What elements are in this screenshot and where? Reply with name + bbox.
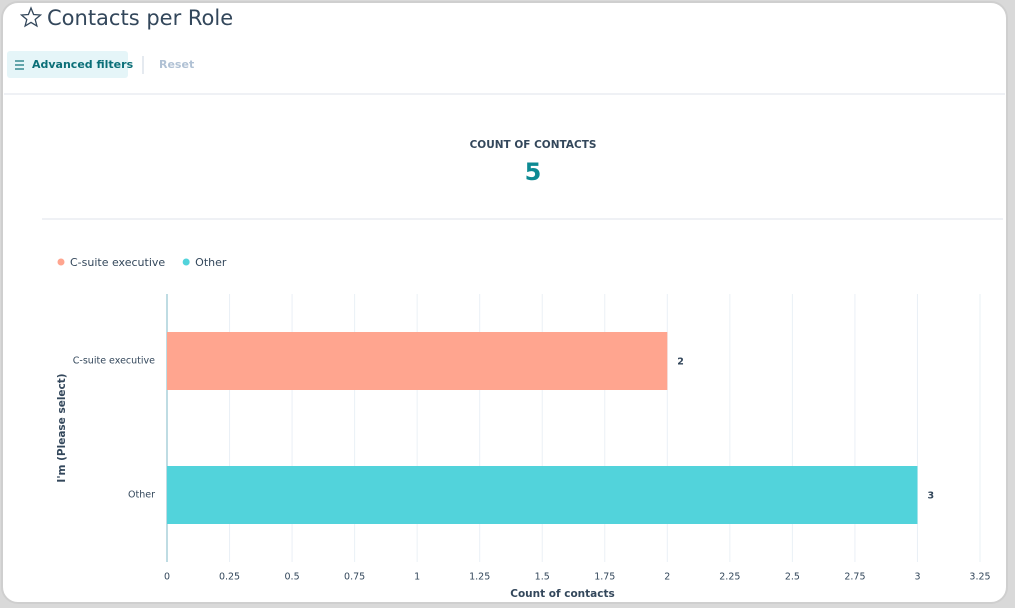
x-tick-label: 3 [914,572,920,583]
filters-button-label: Advanced filters [32,58,134,71]
report-title: Contacts per Role [47,6,233,30]
filters-icon [15,60,24,70]
y-tick-label: C-suite executive [73,356,155,367]
x-tick-label: 1.25 [469,572,490,583]
data-label: 2 [677,357,684,368]
x-tick-label: 3.25 [969,572,990,583]
advanced-filters-button[interactable]: Advanced filters [7,51,134,78]
chart: C-suite executive Other 0 0.25 0.5 0.75 1 1.25 1… [56,256,991,600]
x-tick-label: 2.75 [844,572,865,583]
x-tick-label: 0 [164,572,170,583]
x-tick-label: 2.5 [785,572,800,583]
legend-swatch [57,258,65,266]
favorite-star[interactable] [19,6,43,28]
y-axis-title: I'm (Please select) [56,373,68,482]
bar [167,466,918,524]
x-tick-label: 2 [664,572,670,583]
x-tick-label: 0.75 [344,572,365,583]
x-tick-label: 0.5 [285,572,300,583]
legend-swatch [182,258,190,266]
legend-label: Other [195,256,227,269]
data-label: 3 [927,491,934,502]
x-tick-label: 0.25 [219,572,240,583]
bar [167,332,668,390]
x-tick-label: 1.5 [535,572,550,583]
y-tick-label: Other [128,490,155,501]
legend-label: C-suite executive [70,256,165,269]
summary-label: COUNT OF CONTACTS [470,139,597,151]
x-tick-label: 2.25 [719,572,740,583]
reset-button[interactable]: Reset [159,58,194,71]
filters-button-bg [7,51,128,78]
summary-value: 5 [525,158,542,186]
x-tick-label: 1 [414,572,420,583]
x-axis-title: Count of contacts [510,588,615,600]
x-tick-label: 1.75 [594,572,615,583]
